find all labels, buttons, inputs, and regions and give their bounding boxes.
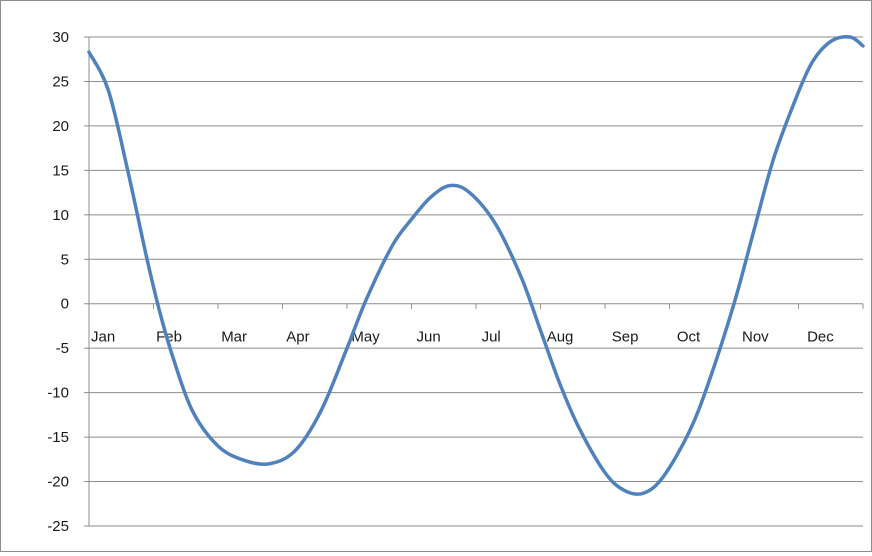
y-tick-label-4: 10: [52, 207, 69, 224]
x-tick-labels: Jan Feb Mar Apr May Jun Jul Aug Sep Oct Nov Dec: [91, 329, 834, 346]
x-tick-label-jun: Jun: [417, 329, 441, 346]
x-tick-label-dec: Dec: [807, 329, 834, 346]
y-tick-label-11: -25: [47, 518, 69, 535]
y-tick-label-5: 5: [61, 251, 69, 268]
y-tick-label-10: -20: [47, 474, 69, 491]
y-tick-label-9: -15: [47, 429, 69, 446]
y-tick-label-6: 0: [61, 296, 69, 313]
y-tick-label-8: -10: [47, 385, 69, 402]
x-tick-label-feb: Feb: [156, 329, 182, 346]
y-tick-labels: 30 25 20 15 10 5 0 -5 -10 -15 -20 -25: [47, 29, 69, 535]
x-tick-label-oct: Oct: [677, 329, 701, 346]
y-tick-label-3: 15: [52, 162, 69, 179]
y-tick-label-7: -5: [56, 340, 69, 357]
series-line-0: [87, 35, 865, 496]
x-tick-label-nov: Nov: [742, 329, 769, 346]
axes: [84, 36, 864, 527]
x-tick-label-jul: Jul: [482, 329, 501, 346]
y-tick-label-1: 25: [52, 73, 69, 90]
series: [87, 35, 865, 496]
x-tick-label-aug: Aug: [547, 329, 574, 346]
x-tick-label-mar: Mar: [221, 329, 247, 346]
y-tick-label-0: 30: [52, 29, 69, 46]
gridlines: [89, 36, 863, 527]
x-tick-label-sep: Sep: [612, 329, 639, 346]
x-tick-label-jan: Jan: [91, 329, 115, 346]
y-tick-label-2: 20: [52, 118, 69, 135]
x-tick-label-apr: Apr: [286, 329, 309, 346]
x-tick-label-may: May: [351, 329, 380, 346]
